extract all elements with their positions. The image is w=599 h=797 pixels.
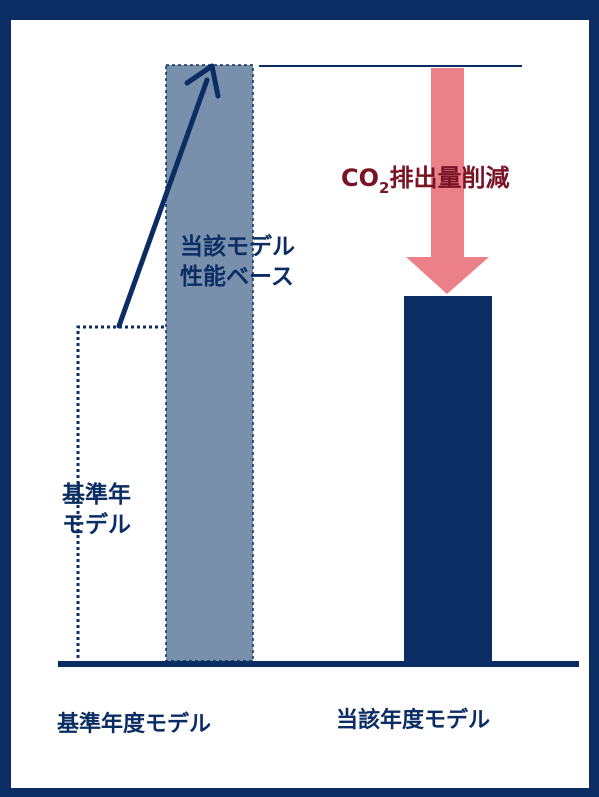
category-label-left: 基準年度モデル xyxy=(57,712,212,737)
base-year-model-outline xyxy=(76,325,166,664)
upgrade-arrow-head xyxy=(184,63,221,99)
category-label-right: 当該年度モデル xyxy=(336,708,491,733)
upgrade-arrow-shaft xyxy=(116,77,210,329)
co2-reduction-rest: 排出量削減 xyxy=(389,164,510,192)
co2-reduction-subscript: 2 xyxy=(379,179,390,197)
base-model-label: 基準年 モデル xyxy=(62,480,131,540)
performance-base-label: 当該モデル 性能ベース xyxy=(180,232,295,292)
base-model-label-line2: モデル xyxy=(62,512,131,538)
performance-base-label-line1: 当該モデル xyxy=(180,234,295,260)
co2-reduction-co: CO xyxy=(341,164,380,192)
base-model-label-line1: 基準年 xyxy=(62,482,131,508)
reduction-arrow xyxy=(406,68,489,294)
performance-base-bar xyxy=(165,64,254,662)
co2-reduction-label: CO2排出量削減 xyxy=(341,158,510,197)
current-model-bar xyxy=(404,296,492,662)
performance-base-label-line2: 性能ベース xyxy=(180,264,294,290)
